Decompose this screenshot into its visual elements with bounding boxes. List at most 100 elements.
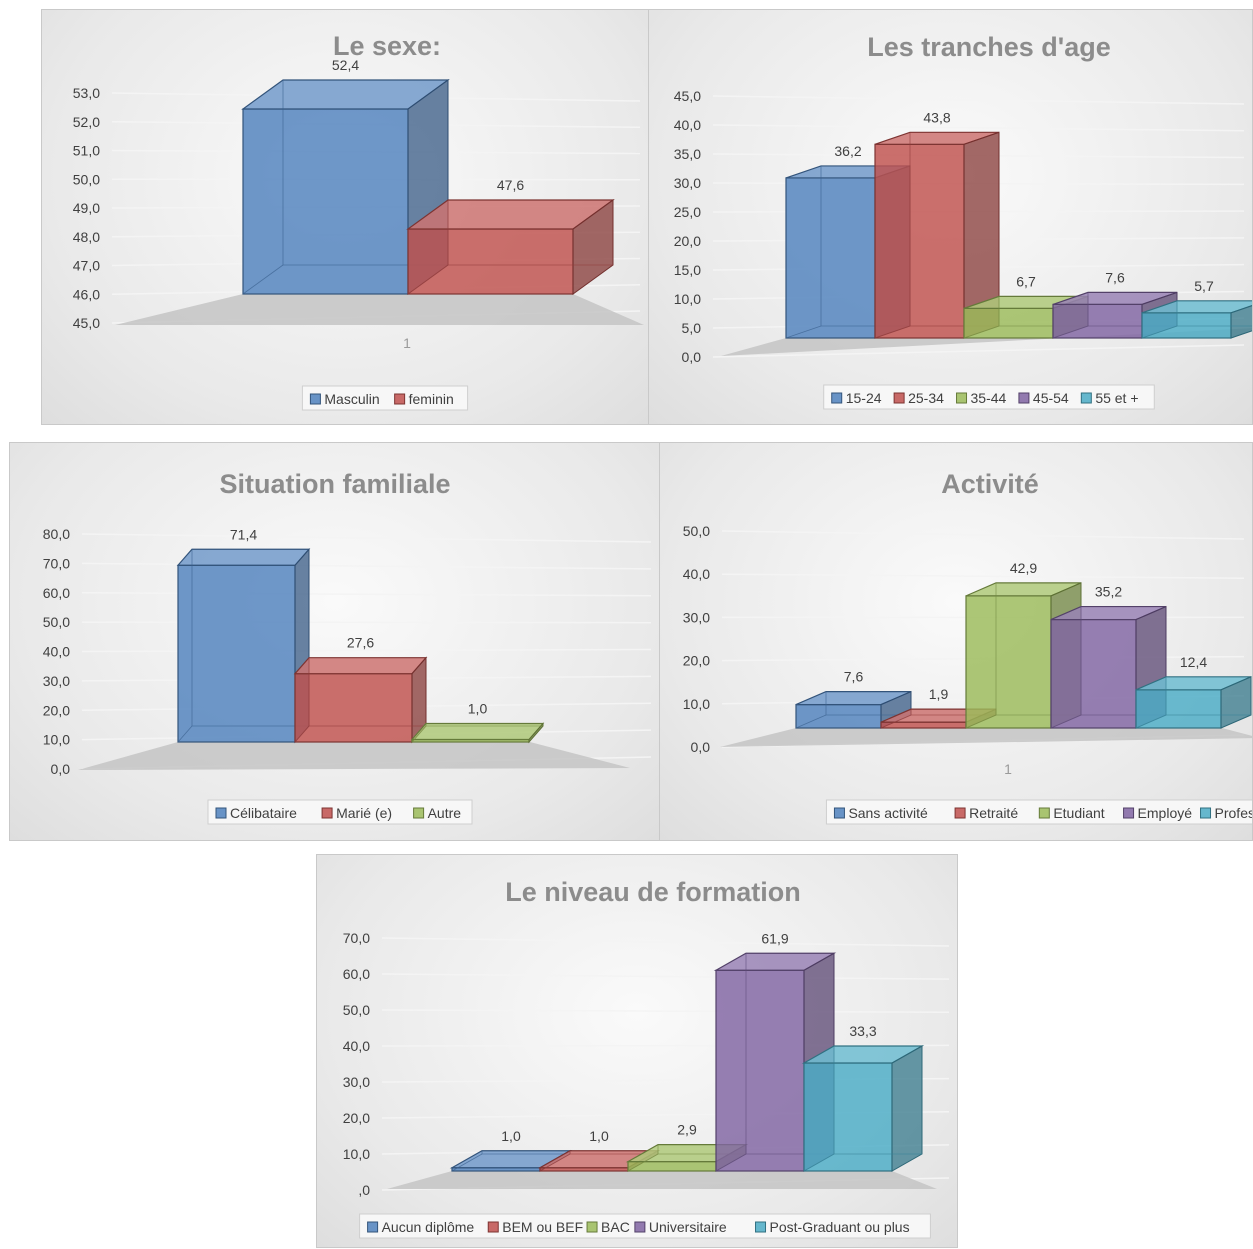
legend-box: [207, 799, 473, 825]
bar-feminin: [406, 199, 615, 295]
y-tick-label: 20,0: [343, 1110, 370, 1126]
chart-floor: [720, 728, 1252, 747]
data-label: 1,0: [468, 701, 488, 717]
legend-swatch-feminin: [394, 393, 406, 405]
data-label: 47,6: [497, 177, 524, 193]
y-tick-label: 80,0: [43, 526, 70, 542]
gridline: [712, 95, 1245, 105]
y-tick-label: 40,0: [343, 1038, 370, 1054]
y-tick-label: 60,0: [343, 966, 370, 982]
chart-tranches-age: Les tranches d'age 0,0 5,0 10,0 15,0 20,0 25,0…: [674, 32, 1252, 410]
data-label: 27,6: [347, 635, 374, 651]
legend-label-25-34: 25-34: [908, 390, 944, 406]
chart-situation-familiale: Situation familiale 0,0 10,0 20,0 30,0 40,0 50…: [43, 469, 652, 825]
y-tick-label: 10,0: [343, 1146, 370, 1162]
chart-niveau-formation: Le niveau de formation ,0 10,0 20,0 30,0 40,0…: [343, 877, 950, 1239]
y-tick-label: 35,0: [674, 146, 701, 162]
y-tick-label: 40,0: [683, 566, 710, 582]
legend-label-bem-ou-bef: BEM ou BEF: [502, 1219, 583, 1235]
gridline: [81, 562, 652, 570]
data-label: 12,4: [1180, 654, 1207, 670]
y-tick-label: 53,0: [73, 85, 100, 101]
legend-label-autre: Autre: [428, 805, 462, 821]
gridline: [712, 124, 1245, 132]
bar-post-graduant-ou-plus: [801, 1045, 925, 1172]
data-label: 42,9: [1010, 560, 1037, 576]
y-tick-label: 5,0: [682, 320, 702, 336]
y-tick-label: 30,0: [674, 175, 701, 191]
chart-title: Le sexe:: [333, 31, 441, 61]
chart-activite: Activité 0,0 10,0 20,0 30,0 40,0 50,0 7,6 1,9 42,…: [683, 469, 1252, 825]
chart-panel-sexe: Le sexe: 45,0 46,0 47,0 48,0 49,0 50,0 51,0 52,0…: [41, 9, 649, 425]
legend-box: [823, 384, 1155, 410]
legend-swatch-retraite: [954, 807, 966, 819]
y-tick-label: 70,0: [343, 930, 370, 946]
y-tick-label: 10,0: [683, 696, 710, 712]
legend-label-35-44: 35-44: [971, 390, 1007, 406]
y-tick-label: 50,0: [73, 171, 100, 187]
legend-label-marie-e: Marié (e): [336, 805, 392, 821]
gridline: [381, 937, 950, 947]
y-tick-label: 45,0: [674, 88, 701, 104]
chart-panel-tranches-age: Les tranches d'age 0,0 5,0 10,0 15,0 20,0 25,0…: [648, 9, 1253, 425]
chart-floor: [387, 1171, 937, 1189]
legend-box: [301, 385, 469, 411]
chart-title: Les tranches d'age: [867, 32, 1111, 62]
legend-label-masculin: Masculin: [324, 391, 379, 407]
legend-swatch-celibataire: [215, 807, 227, 819]
data-label: 7,6: [1105, 269, 1125, 285]
gridline: [381, 1009, 950, 1014]
gridline: [721, 573, 1245, 579]
y-tick-label: 0,0: [682, 349, 702, 365]
legend-swatch-etudiant: [1038, 807, 1050, 819]
y-tick-label: 15,0: [674, 262, 701, 278]
gridline: [721, 530, 1245, 540]
chart-panel-situation-familiale: Situation familiale 0,0 10,0 20,0 30,0 40,0 50…: [9, 442, 660, 841]
y-tick-label: 60,0: [43, 585, 70, 601]
legend: Masculin feminin: [301, 385, 469, 411]
legend-label-celibataire: Célibataire: [230, 805, 297, 821]
gridline: [712, 344, 1245, 358]
chart-floor: [115, 294, 644, 325]
legend-swatch-marie-e: [321, 807, 333, 819]
y-tick-label: 30,0: [683, 609, 710, 625]
y-tick-label: 10,0: [43, 732, 70, 748]
bar-25-34: [874, 131, 1000, 339]
y-tick-label: 30,0: [343, 1074, 370, 1090]
legend-swatch-15-24: [831, 392, 843, 404]
data-label: 1,0: [501, 1128, 521, 1144]
y-tick-label: 48,0: [73, 229, 100, 245]
chart-panel-activite: Activité 0,0 10,0 20,0 30,0 40,0 50,0 7,6 1,9 42,…: [659, 442, 1253, 841]
legend-swatch-bem-ou-bef: [487, 1221, 499, 1233]
bar-marie-e: [293, 656, 428, 744]
legend-label-post-graduant-ou-plus: Post-Graduant ou plus: [770, 1219, 910, 1235]
y-tick-label: ,0: [358, 1182, 370, 1198]
legend-label-etudiant: Etudiant: [1053, 805, 1104, 821]
data-label: 6,7: [1016, 273, 1036, 289]
legend: Sans activité Retraité Etudiant Employé Prof…: [825, 799, 1252, 825]
y-tick-label: 0,0: [691, 739, 711, 755]
legend-label-55-et: 55 et +: [1095, 390, 1138, 406]
data-label: 35,2: [1095, 584, 1122, 600]
data-label: 1,9: [929, 686, 949, 702]
data-label: 33,3: [849, 1023, 876, 1039]
chart-panel-niveau-formation: Le niveau de formation ,0 10,0 20,0 30,0 40,0…: [316, 854, 958, 1248]
data-label: 61,9: [761, 930, 788, 946]
legend-swatch-masculin: [309, 393, 321, 405]
bar-celibataire: [176, 547, 311, 744]
data-label: 36,2: [834, 143, 861, 159]
y-tick-label: 70,0: [43, 555, 70, 571]
y-tick-label: 50,0: [43, 614, 70, 630]
chart-title: Situation familiale: [219, 469, 450, 499]
x-category-label: 1: [403, 335, 411, 351]
legend-label-feminin: feminin: [409, 391, 454, 407]
y-tick-label: 52,0: [73, 114, 100, 130]
data-label: 52,4: [332, 57, 359, 73]
y-tick-label: 20,0: [43, 702, 70, 718]
legend: Célibataire Marié (e) Autre: [207, 799, 473, 825]
legend-label-employe: Employé: [1138, 805, 1193, 821]
y-tick-label: 50,0: [683, 523, 710, 539]
y-tick-label: 30,0: [43, 673, 70, 689]
legend-label-15-24: 15-24: [846, 390, 882, 406]
legend-swatch-autre: [413, 807, 425, 819]
